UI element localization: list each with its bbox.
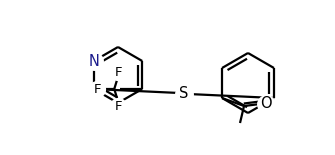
- Text: S: S: [179, 86, 189, 101]
- Text: F: F: [115, 66, 122, 78]
- Text: F: F: [115, 100, 122, 113]
- Text: F: F: [93, 82, 101, 95]
- Text: N: N: [88, 53, 99, 69]
- Text: O: O: [260, 97, 272, 111]
